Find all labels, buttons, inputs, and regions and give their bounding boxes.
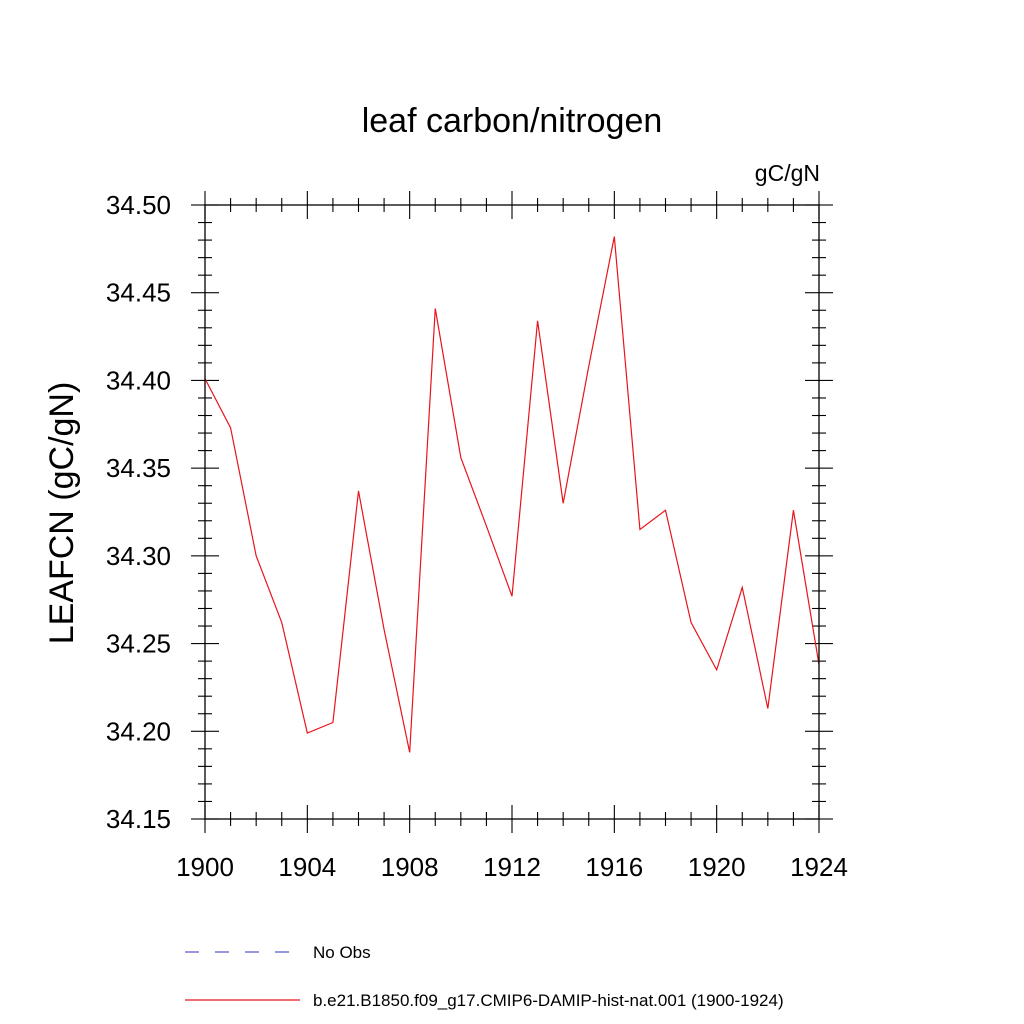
legend-label: No Obs [313,943,371,962]
y-tick-label: 34.25 [106,629,171,659]
x-tick-label: 1912 [483,852,541,882]
legend-label: b.e21.B1850.f09_g17.CMIP6-DAMIP-hist-nat… [313,991,784,1010]
series-layer [204,236,820,753]
y-tick-label: 34.15 [106,804,171,834]
y-axis-label: LEAFCN (gC/gN) [43,382,81,645]
plot-frame [204,204,820,820]
tick-labels: 1900 1904 1908 1912 1916 1920 1924 34.15 34.20 34… [106,190,848,882]
y-tick-label: 34.40 [106,365,171,395]
units-label: gC/gN [755,160,820,186]
x-tick-label: 1904 [278,852,336,882]
y-tick-label: 34.45 [106,278,171,308]
x-tick-label: 1908 [381,852,439,882]
series-line [204,236,820,753]
legend: No Obs b.e21.B1850.f09_g17.CMIP6-DAMIP-hi… [185,943,784,1010]
y-tick-label: 34.20 [106,716,171,746]
y-tick-label: 34.50 [106,190,171,220]
y-tick-label: 34.30 [106,541,171,571]
y-tick-label: 34.35 [106,453,171,483]
x-tick-label: 1916 [585,852,643,882]
axis-ticks [191,191,833,833]
x-tick-label: 1900 [176,852,234,882]
chart-title: leaf carbon/nitrogen [362,102,663,140]
x-tick-label: 1920 [688,852,746,882]
x-tick-label: 1924 [790,852,848,882]
